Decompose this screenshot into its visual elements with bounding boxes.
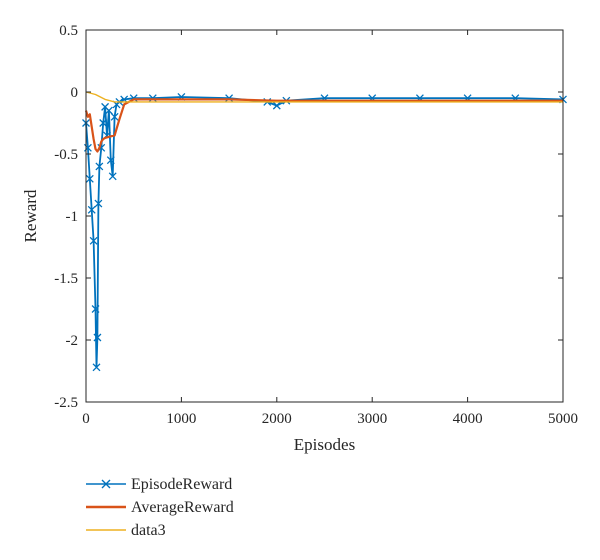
episodereward-point — [104, 106, 113, 115]
episodereward-point — [106, 156, 115, 165]
legend-data3-label: data3 — [131, 522, 166, 539]
episodereward-point — [108, 172, 117, 181]
y-tick-label: -0.5 — [54, 147, 78, 163]
legend: EpisodeReward AverageReward data3 — [86, 476, 234, 539]
y-tick-label: -2 — [66, 333, 79, 349]
y-tick-label: -1.5 — [54, 271, 78, 287]
episodereward-point — [93, 333, 102, 342]
data3-line — [85, 91, 563, 103]
y-tick-label: -2.5 — [54, 395, 78, 411]
plot-frame — [85, 29, 564, 403]
averagereward-line — [84, 98, 563, 153]
episodereward-point — [87, 205, 96, 214]
x-axis-ticks: 0 1000 2000 3000 4000 5000 — [82, 30, 578, 427]
x-tick-label: 3000 — [357, 411, 387, 427]
x-tick-label: 1000 — [166, 411, 196, 427]
y-tick-label: -1 — [66, 209, 79, 225]
episodereward-point — [92, 363, 101, 372]
episodereward-point — [91, 305, 100, 313]
y-axis-label: Reward — [21, 189, 40, 242]
x-tick-label: 2000 — [262, 411, 292, 427]
y-axis-ticks: 0.5 0 -0.5 -1 -1.5 -2 -2.5 — [54, 23, 563, 411]
legend-episodereward-label: EpisodeReward — [131, 476, 232, 493]
episodereward-point — [272, 101, 281, 110]
x-axis-label: Episodes — [294, 435, 355, 454]
episodereward-line — [85, 96, 564, 369]
episodereward-point — [89, 236, 98, 245]
x-tick-label: 5000 — [548, 411, 578, 427]
x-tick-label: 0 — [82, 411, 90, 427]
y-tick-label: 0.5 — [59, 23, 78, 39]
episodereward-point — [95, 162, 104, 171]
episodereward-point — [85, 174, 94, 183]
y-tick-label: 0 — [71, 85, 79, 101]
legend-averagereward-label: AverageReward — [131, 499, 234, 516]
episodereward-point — [110, 112, 119, 121]
plot-series — [82, 91, 567, 372]
episodereward-point — [94, 199, 103, 208]
episodereward-point — [99, 119, 108, 127]
legend-episodereward-marker — [101, 479, 111, 489]
x-tick-label: 4000 — [453, 411, 483, 427]
episodereward-point — [148, 94, 157, 103]
